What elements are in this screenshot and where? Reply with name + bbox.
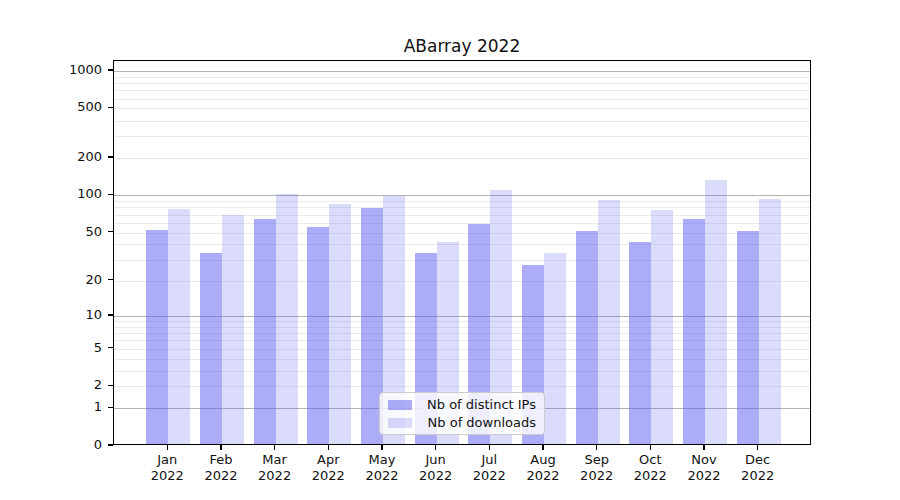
bar-distinct-ips-jan [146, 230, 168, 444]
chart-title: ABarray 2022 [113, 36, 811, 56]
y-axis-tick-label: 50 [56, 225, 102, 239]
y-axis-tick-label: 2 [56, 378, 102, 392]
x-axis-tick [650, 445, 651, 450]
gridline-minor [114, 77, 810, 78]
x-axis-tick [542, 445, 543, 450]
bar-downloads-sep [598, 200, 620, 444]
y-axis-tick [108, 156, 113, 157]
y-axis-tick [108, 194, 113, 195]
legend-label-distinct-ips: Nb of distinct IPs [420, 397, 536, 412]
x-axis-tick-label-aug: Aug 2022 [516, 452, 570, 484]
bar-downloads-oct [651, 210, 673, 444]
x-axis-tick-label-jul: Jul 2022 [462, 452, 516, 484]
x-axis-tick-label-jun: Jun 2022 [409, 452, 463, 484]
x-axis-tick [328, 445, 329, 450]
y-axis-tick [108, 444, 113, 445]
legend-label-downloads: Nb of downloads [420, 415, 536, 430]
bar-downloads-jan [168, 209, 190, 444]
bar-downloads-feb [222, 215, 244, 444]
x-axis-tick [489, 445, 490, 450]
x-axis-tick [703, 445, 704, 450]
y-axis-tick [108, 314, 113, 315]
gridline-minor [114, 108, 810, 109]
y-axis-tick-label: 5 [56, 341, 102, 355]
y-axis-tick-label: 500 [56, 100, 102, 114]
y-axis-tick-label: 200 [56, 150, 102, 164]
bar-distinct-ips-oct [629, 242, 651, 444]
bar-downloads-apr [329, 204, 351, 444]
gridline-minor [114, 136, 810, 137]
y-axis-tick [108, 231, 113, 232]
y-axis-tick [108, 385, 113, 386]
bar-downloads-nov [705, 180, 727, 444]
x-axis-tick-label-nov: Nov 2022 [677, 452, 731, 484]
y-axis-tick-label: 0 [56, 438, 102, 452]
x-axis-tick-label-mar: Mar 2022 [248, 452, 302, 484]
chart-figure: ABarray 2022 0 1 2 5 10 20 50 100 200 500 1000 Jan … [0, 0, 900, 500]
bar-distinct-ips-feb [200, 253, 222, 444]
bar-downloads-aug [544, 253, 566, 444]
y-axis-tick-label: 20 [56, 273, 102, 287]
x-axis-tick-label-dec: Dec 2022 [731, 452, 785, 484]
y-axis-tick [108, 279, 113, 280]
bar-downloads-dec [759, 199, 781, 444]
legend-entry-distinct-ips: Nb of distinct IPs [388, 397, 536, 412]
x-axis-tick [220, 445, 221, 450]
y-axis-tick [108, 107, 113, 108]
legend: Nb of distinct IPs Nb of downloads [379, 392, 545, 435]
legend-swatch-distinct-ips [388, 400, 412, 410]
legend-swatch-downloads [388, 418, 412, 428]
plot-inner [114, 61, 810, 444]
x-axis-tick-label-may: May 2022 [355, 452, 409, 484]
x-axis-tick [757, 445, 758, 450]
y-axis-tick-label: 1000 [56, 63, 102, 77]
x-axis-tick [381, 445, 382, 450]
x-axis-tick-label-jan: Jan 2022 [140, 452, 194, 484]
bar-distinct-ips-nov [683, 219, 705, 444]
x-axis-tick-label-apr: Apr 2022 [301, 452, 355, 484]
plot-area [113, 60, 811, 445]
x-axis-tick-label-feb: Feb 2022 [194, 452, 248, 484]
bar-distinct-ips-dec [737, 231, 759, 444]
y-axis-tick [108, 347, 113, 348]
y-axis-tick [108, 407, 113, 408]
x-axis-tick [167, 445, 168, 450]
x-axis-tick [596, 445, 597, 450]
gridline-minor [114, 90, 810, 91]
bar-distinct-ips-apr [307, 227, 329, 444]
bar-downloads-mar [276, 194, 298, 444]
gridline-minor [114, 121, 810, 122]
gridline-major [114, 71, 810, 72]
x-axis-tick [274, 445, 275, 450]
legend-entry-downloads: Nb of downloads [388, 415, 536, 430]
y-axis-tick-label: 100 [56, 187, 102, 201]
gridline-minor [114, 83, 810, 84]
y-axis-tick [108, 69, 113, 70]
x-axis-tick-label-oct: Oct 2022 [623, 452, 677, 484]
gridline-minor [114, 99, 810, 100]
x-axis-tick-label-sep: Sep 2022 [570, 452, 624, 484]
gridline-minor [114, 158, 810, 159]
bar-distinct-ips-sep [576, 231, 598, 444]
y-axis-tick-label: 1 [56, 400, 102, 414]
x-axis-tick [435, 445, 436, 450]
y-axis-tick-label: 10 [56, 308, 102, 322]
bar-distinct-ips-mar [254, 219, 276, 444]
